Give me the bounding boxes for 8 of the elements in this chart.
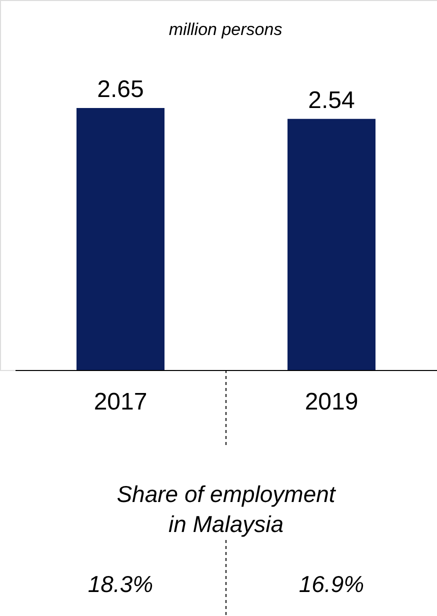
chart-subtitle: million persons xyxy=(168,20,283,39)
text: 16.9% xyxy=(298,571,364,597)
data-label: 2.65 xyxy=(97,76,144,103)
text: 18.3% xyxy=(88,571,154,597)
x-tick-label: 2017 xyxy=(94,388,148,416)
text: Share of employment in Malaysia xyxy=(116,481,337,537)
x-tick-label: 2019 xyxy=(304,388,358,416)
data-label: 2.54 xyxy=(308,86,355,114)
